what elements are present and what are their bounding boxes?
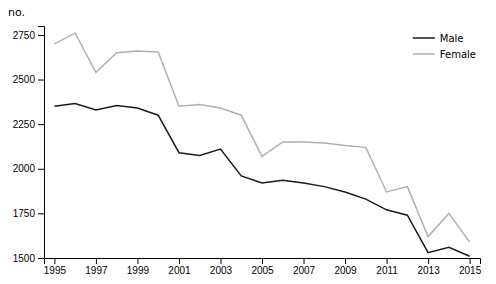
x-tick: 2013 bbox=[417, 258, 440, 276]
x-tick-mark bbox=[220, 258, 221, 264]
x-tick: 2001 bbox=[168, 258, 191, 276]
y-tick: 1500 bbox=[13, 253, 44, 264]
x-tick: 2007 bbox=[293, 258, 316, 276]
y-tick-label: 2250 bbox=[13, 119, 36, 130]
legend-item: Male bbox=[413, 33, 464, 44]
y-tick-mark bbox=[38, 80, 44, 81]
y-tick-label: 2500 bbox=[13, 74, 36, 85]
legend-swatch bbox=[413, 37, 435, 39]
plot: 1995 1997 1999 2001 2003 2005 2007 2009 2011 2013… bbox=[13, 27, 482, 277]
lines bbox=[54, 33, 469, 256]
x-tick: 2011 bbox=[376, 258, 398, 276]
x-tick: 2009 bbox=[334, 258, 357, 276]
x-axis-line bbox=[45, 259, 481, 265]
chart-svg: 1995 1997 1999 2001 2003 2005 2007 2009 2011 2013… bbox=[0, 0, 496, 284]
x-tick-mark bbox=[387, 258, 388, 264]
x-tick-mark bbox=[428, 258, 429, 264]
x-tick-label: 2015 bbox=[459, 265, 482, 276]
x-tick-label: 2001 bbox=[168, 265, 191, 276]
legend-label: Female bbox=[440, 49, 476, 60]
series-line bbox=[54, 104, 469, 257]
x-axis: 1995 1997 1999 2001 2003 2005 2007 2009 2011 2013… bbox=[44, 258, 482, 276]
chart-container: 1995 1997 1999 2001 2003 2005 2007 2009 2011 2013… bbox=[0, 0, 496, 284]
x-tick: 1999 bbox=[127, 258, 150, 276]
y-tick-label: 1500 bbox=[13, 253, 36, 264]
y-tick-mark bbox=[38, 258, 44, 259]
x-tick: 1997 bbox=[85, 258, 108, 276]
legend-label: Male bbox=[440, 33, 464, 44]
x-tick-label: 2007 bbox=[293, 265, 316, 276]
x-tick-mark bbox=[179, 258, 180, 264]
y-label: no. bbox=[8, 6, 25, 19]
y-tick-mark bbox=[38, 213, 44, 214]
y-tick: 2500 bbox=[13, 74, 44, 85]
y-tick-label: 1750 bbox=[13, 208, 36, 219]
x-tick-label: 2013 bbox=[417, 265, 440, 276]
x-tick-mark bbox=[304, 258, 305, 264]
x-tick-mark bbox=[345, 258, 346, 264]
x-tick: 2003 bbox=[210, 258, 233, 276]
y-tick: 2750 bbox=[13, 30, 44, 41]
x-tick-label: 2009 bbox=[334, 265, 357, 276]
x-tick: 2015 bbox=[459, 258, 482, 276]
x-tick-mark bbox=[96, 258, 97, 264]
y-tick: 2000 bbox=[13, 163, 44, 174]
x-tick: 2005 bbox=[251, 258, 274, 276]
y-tick: 2250 bbox=[13, 119, 44, 130]
legend: Male Female bbox=[413, 33, 476, 60]
legend-item: Female bbox=[413, 49, 476, 60]
x-tick-label: 2003 bbox=[210, 265, 233, 276]
legend-swatch bbox=[413, 53, 435, 55]
x-tick-label: 1995 bbox=[44, 265, 67, 276]
x-tick-mark bbox=[262, 258, 263, 264]
x-tick-mark bbox=[54, 258, 55, 264]
y-axis: 1500 1750 2000 2250 2500 2750 bbox=[13, 27, 45, 264]
x-tick: 1995 bbox=[44, 258, 67, 276]
x-tick-label: 1999 bbox=[127, 265, 150, 276]
y-tick-mark bbox=[38, 169, 44, 170]
x-tick-mark bbox=[470, 258, 471, 264]
x-tick-label: 2005 bbox=[251, 265, 274, 276]
y-tick: 1750 bbox=[13, 208, 44, 219]
x-tick-label: 2011 bbox=[376, 265, 398, 276]
y-tick-label: 2750 bbox=[13, 30, 36, 41]
x-tick-label: 1997 bbox=[85, 265, 108, 276]
y-tick-mark bbox=[38, 35, 44, 36]
x-tick-mark bbox=[137, 258, 138, 264]
y-axis-line bbox=[38, 27, 45, 259]
series-line bbox=[54, 33, 469, 242]
y-tick-label: 2000 bbox=[13, 163, 36, 174]
y-tick-mark bbox=[38, 124, 44, 125]
